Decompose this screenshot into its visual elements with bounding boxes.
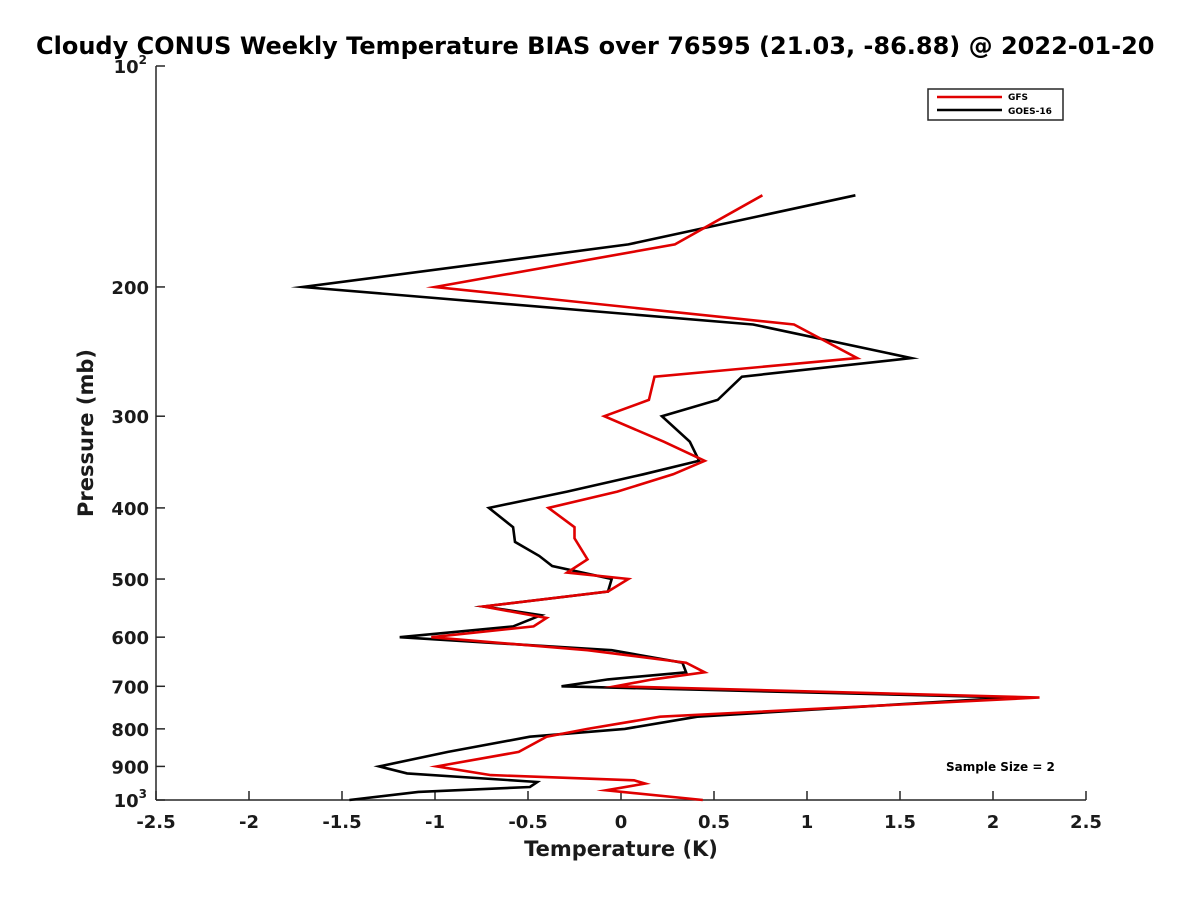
- x-tick-label: 0: [615, 812, 628, 833]
- y-tick-label-top: 102: [114, 53, 147, 78]
- legend-label-gfs: GFS: [1008, 93, 1028, 103]
- sample-size-annotation: Sample Size = 2: [946, 760, 1055, 774]
- y-axis-label: Pressure (mb): [74, 349, 98, 517]
- y-tick-label: 200: [111, 278, 149, 299]
- x-axis-ticks: -2.5 -2 -1.5 -1 -0.5 0 0.5 1 1.5 2 2.5: [136, 791, 1102, 833]
- x-tick-label: 1: [801, 812, 814, 833]
- x-tick-label: 2.5: [1070, 812, 1102, 833]
- chart-title: Cloudy CONUS Weekly Temperature BIAS ove…: [36, 32, 1154, 60]
- y-tick-label: 600: [111, 628, 149, 649]
- series-layer: [290, 194, 1040, 802]
- y-axis-ticks: 200 300 400 500 600 700 800 900 102 103: [111, 53, 165, 812]
- x-axis-label: Temperature (K): [524, 837, 718, 861]
- x-tick-label: -2: [239, 812, 259, 833]
- x-tick-label: -2.5: [136, 812, 175, 833]
- y-tick-label-bottom: 103: [114, 787, 147, 812]
- x-tick-label: 2: [987, 812, 1000, 833]
- y-tick-label: 500: [111, 570, 149, 591]
- x-tick-label: 1.5: [884, 812, 916, 833]
- legend: GFS GOES-16: [927, 88, 1064, 121]
- y-tick-label: 700: [111, 677, 149, 698]
- y-tick-label: 800: [111, 720, 149, 741]
- x-tick-label: -0.5: [508, 812, 547, 833]
- y-tick-label: 400: [111, 499, 149, 520]
- x-tick-label: -1.5: [322, 812, 361, 833]
- legend-label-goes16: GOES-16: [1008, 107, 1052, 117]
- y-tick-label: 900: [111, 757, 149, 778]
- legend-box: [927, 88, 1064, 121]
- series-line-gfs: [425, 194, 1040, 802]
- x-tick-label: 0.5: [698, 812, 730, 833]
- y-tick-label: 300: [111, 407, 149, 428]
- x-tick-label: -1: [425, 812, 445, 833]
